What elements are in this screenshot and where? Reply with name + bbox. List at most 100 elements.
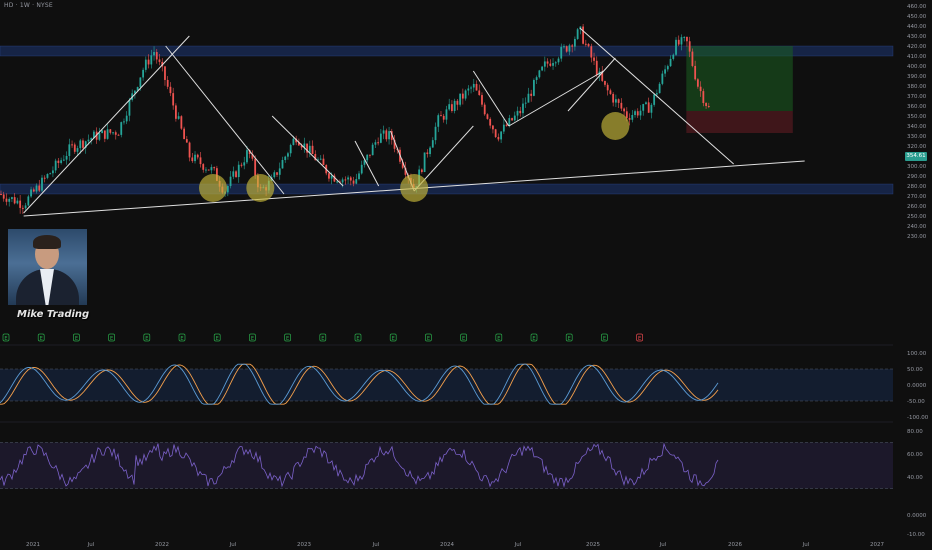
candle-body <box>459 93 462 105</box>
candle-body <box>142 69 145 78</box>
candle-body <box>535 77 538 81</box>
candle-body <box>426 152 429 155</box>
earnings-badge <box>2 333 10 342</box>
candle-body <box>240 164 243 166</box>
earnings-badge-label: E <box>568 336 571 342</box>
stoch-axis-tick-label: 50.00 <box>907 367 923 373</box>
earnings-badge-label: E <box>462 336 465 342</box>
candle-body <box>32 189 35 192</box>
candle-body <box>308 145 311 153</box>
time-axis-tick-label: Jul <box>802 542 810 548</box>
candle-body <box>634 111 636 115</box>
candle-body <box>158 59 161 62</box>
candle-body <box>164 66 166 80</box>
candle-body <box>404 167 407 175</box>
candle-body <box>533 80 535 96</box>
candle-body <box>699 86 702 92</box>
candle-body <box>180 116 183 129</box>
candle-body <box>675 39 677 55</box>
candle-body <box>620 102 623 109</box>
earnings-badge-box <box>354 333 362 342</box>
candle-body <box>246 150 248 163</box>
earnings-badge <box>249 333 256 342</box>
earnings-badge-label: E <box>392 336 395 342</box>
candle-body <box>251 154 254 159</box>
candle-body <box>442 115 445 120</box>
earnings-badge-box <box>636 333 643 342</box>
candle-body <box>631 114 634 120</box>
candle-body <box>16 200 19 204</box>
candle-body <box>199 157 202 165</box>
candle-body <box>431 140 434 148</box>
earnings-badge <box>284 333 291 342</box>
candle-body <box>155 52 158 60</box>
price-axis-tick-label: 340.00 <box>907 124 927 130</box>
candle-body <box>694 65 697 80</box>
candle-body <box>232 171 235 177</box>
earnings-badge <box>354 333 362 342</box>
candle-body <box>628 118 631 120</box>
time-axis-tick-label: 2027 <box>870 542 884 548</box>
candle-body <box>363 160 366 165</box>
candle-body <box>347 177 349 180</box>
price-axis-tick-label: 360.00 <box>907 104 927 110</box>
candle-body <box>322 158 325 165</box>
candle-body <box>98 133 101 140</box>
candle-body <box>292 138 295 145</box>
candle-body <box>505 124 508 126</box>
candle-body <box>226 186 229 193</box>
candle-body <box>489 118 492 126</box>
candle-body <box>319 158 322 160</box>
candle-body <box>513 115 516 121</box>
price-axis-tick-label: 320.00 <box>907 144 927 150</box>
candle-body <box>202 164 205 170</box>
earnings-badge-box <box>213 333 221 342</box>
candle-body <box>213 167 216 169</box>
price-axis-tick-label: 240.00 <box>907 224 927 230</box>
candle-body <box>661 73 664 84</box>
earnings-badge <box>389 333 397 342</box>
candle-body <box>134 90 136 94</box>
candle-body <box>235 171 237 178</box>
candle-body <box>664 69 666 74</box>
candle-body <box>336 181 339 183</box>
candle-body <box>79 140 82 149</box>
candle-body <box>549 63 552 66</box>
trendline-7 <box>472 70 510 127</box>
candle-body <box>434 126 437 141</box>
earnings-badge <box>178 333 186 342</box>
candle-body <box>470 87 472 89</box>
candle-body <box>655 93 658 95</box>
candle-body <box>527 93 530 103</box>
price-axis-tick-label: 390.00 <box>907 74 927 80</box>
candle-body <box>388 131 390 140</box>
candle-body <box>27 196 30 206</box>
trendline-1 <box>23 35 190 214</box>
price-axis-tick-label: 230.00 <box>907 234 927 240</box>
earnings-badge <box>636 333 643 342</box>
candle-body <box>530 93 533 96</box>
zone-rect-0 <box>0 45 894 57</box>
candle-body <box>557 58 560 63</box>
candle-body <box>500 131 503 140</box>
earnings-badge-label: E <box>251 336 254 342</box>
avatar-hair <box>33 235 61 249</box>
candle-body <box>341 179 344 183</box>
candle-body <box>93 131 95 139</box>
candle-body <box>273 172 276 178</box>
earnings-badge <box>319 333 327 342</box>
candle-body <box>650 104 653 113</box>
earnings-badge-box <box>143 333 151 342</box>
candle-body <box>128 99 131 116</box>
candle-body <box>161 61 164 67</box>
candle-body <box>516 110 519 116</box>
candle-body <box>355 179 358 184</box>
earnings-badge-box <box>108 333 115 342</box>
candle-body <box>297 142 300 146</box>
earnings-badge-label: E <box>110 336 113 342</box>
earnings-badge <box>213 333 221 342</box>
candle-body <box>686 36 688 42</box>
earnings-badge <box>495 333 503 342</box>
candle-body <box>472 83 475 88</box>
